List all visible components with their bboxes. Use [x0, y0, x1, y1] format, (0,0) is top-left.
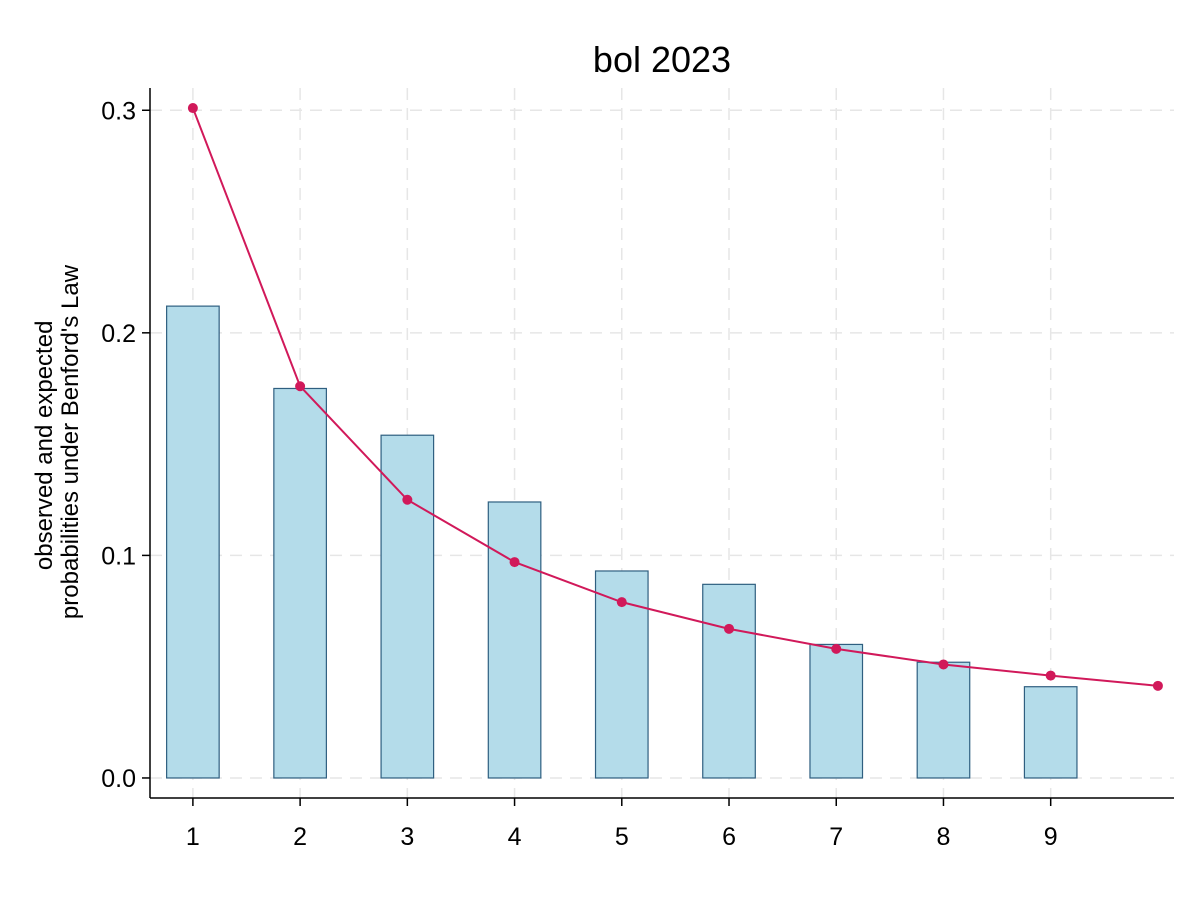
expected-point-5 — [616, 597, 627, 608]
y-tick-label-0.1: 0.1 — [101, 542, 136, 570]
expected-line-path — [191, 107, 1159, 687]
x-tick-label-6: 6 — [722, 823, 736, 851]
y-tick-label-0.3: 0.3 — [101, 97, 136, 125]
expected-point-7 — [831, 643, 842, 654]
x-tick-label-2: 2 — [293, 823, 307, 851]
expected-line — [187, 103, 1163, 691]
x-tick-label-8: 8 — [937, 823, 951, 851]
expected-point-10 — [1152, 680, 1163, 691]
bar-4 — [487, 501, 542, 779]
expected-point-3 — [402, 494, 413, 505]
y-ticks: 0.0 0.1 0.2 0.3 — [101, 97, 150, 793]
bar-9 — [1023, 686, 1078, 779]
y-axis-label-line-1: observed and expected — [31, 321, 58, 571]
bar-6 — [702, 583, 756, 779]
bar-2 — [273, 387, 327, 779]
bars — [166, 305, 1078, 779]
x-ticks: 1 2 3 4 5 6 7 8 9 — [186, 798, 1058, 851]
bar-8 — [916, 661, 971, 779]
y-axis-label: observed and expected probabilities unde… — [31, 264, 84, 619]
x-tick-label-4: 4 — [508, 823, 522, 851]
bar-7 — [809, 643, 864, 779]
y-axis-label-line-2: probabilities under Benford's Law — [57, 264, 84, 619]
x-tick-label-7: 7 — [829, 823, 843, 851]
expected-point-1 — [187, 103, 198, 114]
x-tick-label-1: 1 — [186, 823, 200, 851]
expected-point-9 — [1045, 670, 1056, 681]
axes — [149, 88, 1174, 799]
expected-point-8 — [938, 659, 949, 670]
bar-3 — [380, 434, 435, 779]
bar-1 — [166, 305, 220, 779]
y-tick-label-0.0: 0.0 — [101, 765, 136, 793]
chart-title: bol 2023 — [593, 39, 731, 80]
expected-point-2 — [295, 381, 306, 392]
x-tick-label-3: 3 — [400, 823, 414, 851]
x-tick-label-5: 5 — [615, 823, 629, 851]
expected-point-6 — [724, 623, 735, 634]
y-tick-label-0.2: 0.2 — [101, 320, 136, 348]
x-tick-label-9: 9 — [1044, 823, 1058, 851]
expected-point-4 — [509, 557, 520, 568]
